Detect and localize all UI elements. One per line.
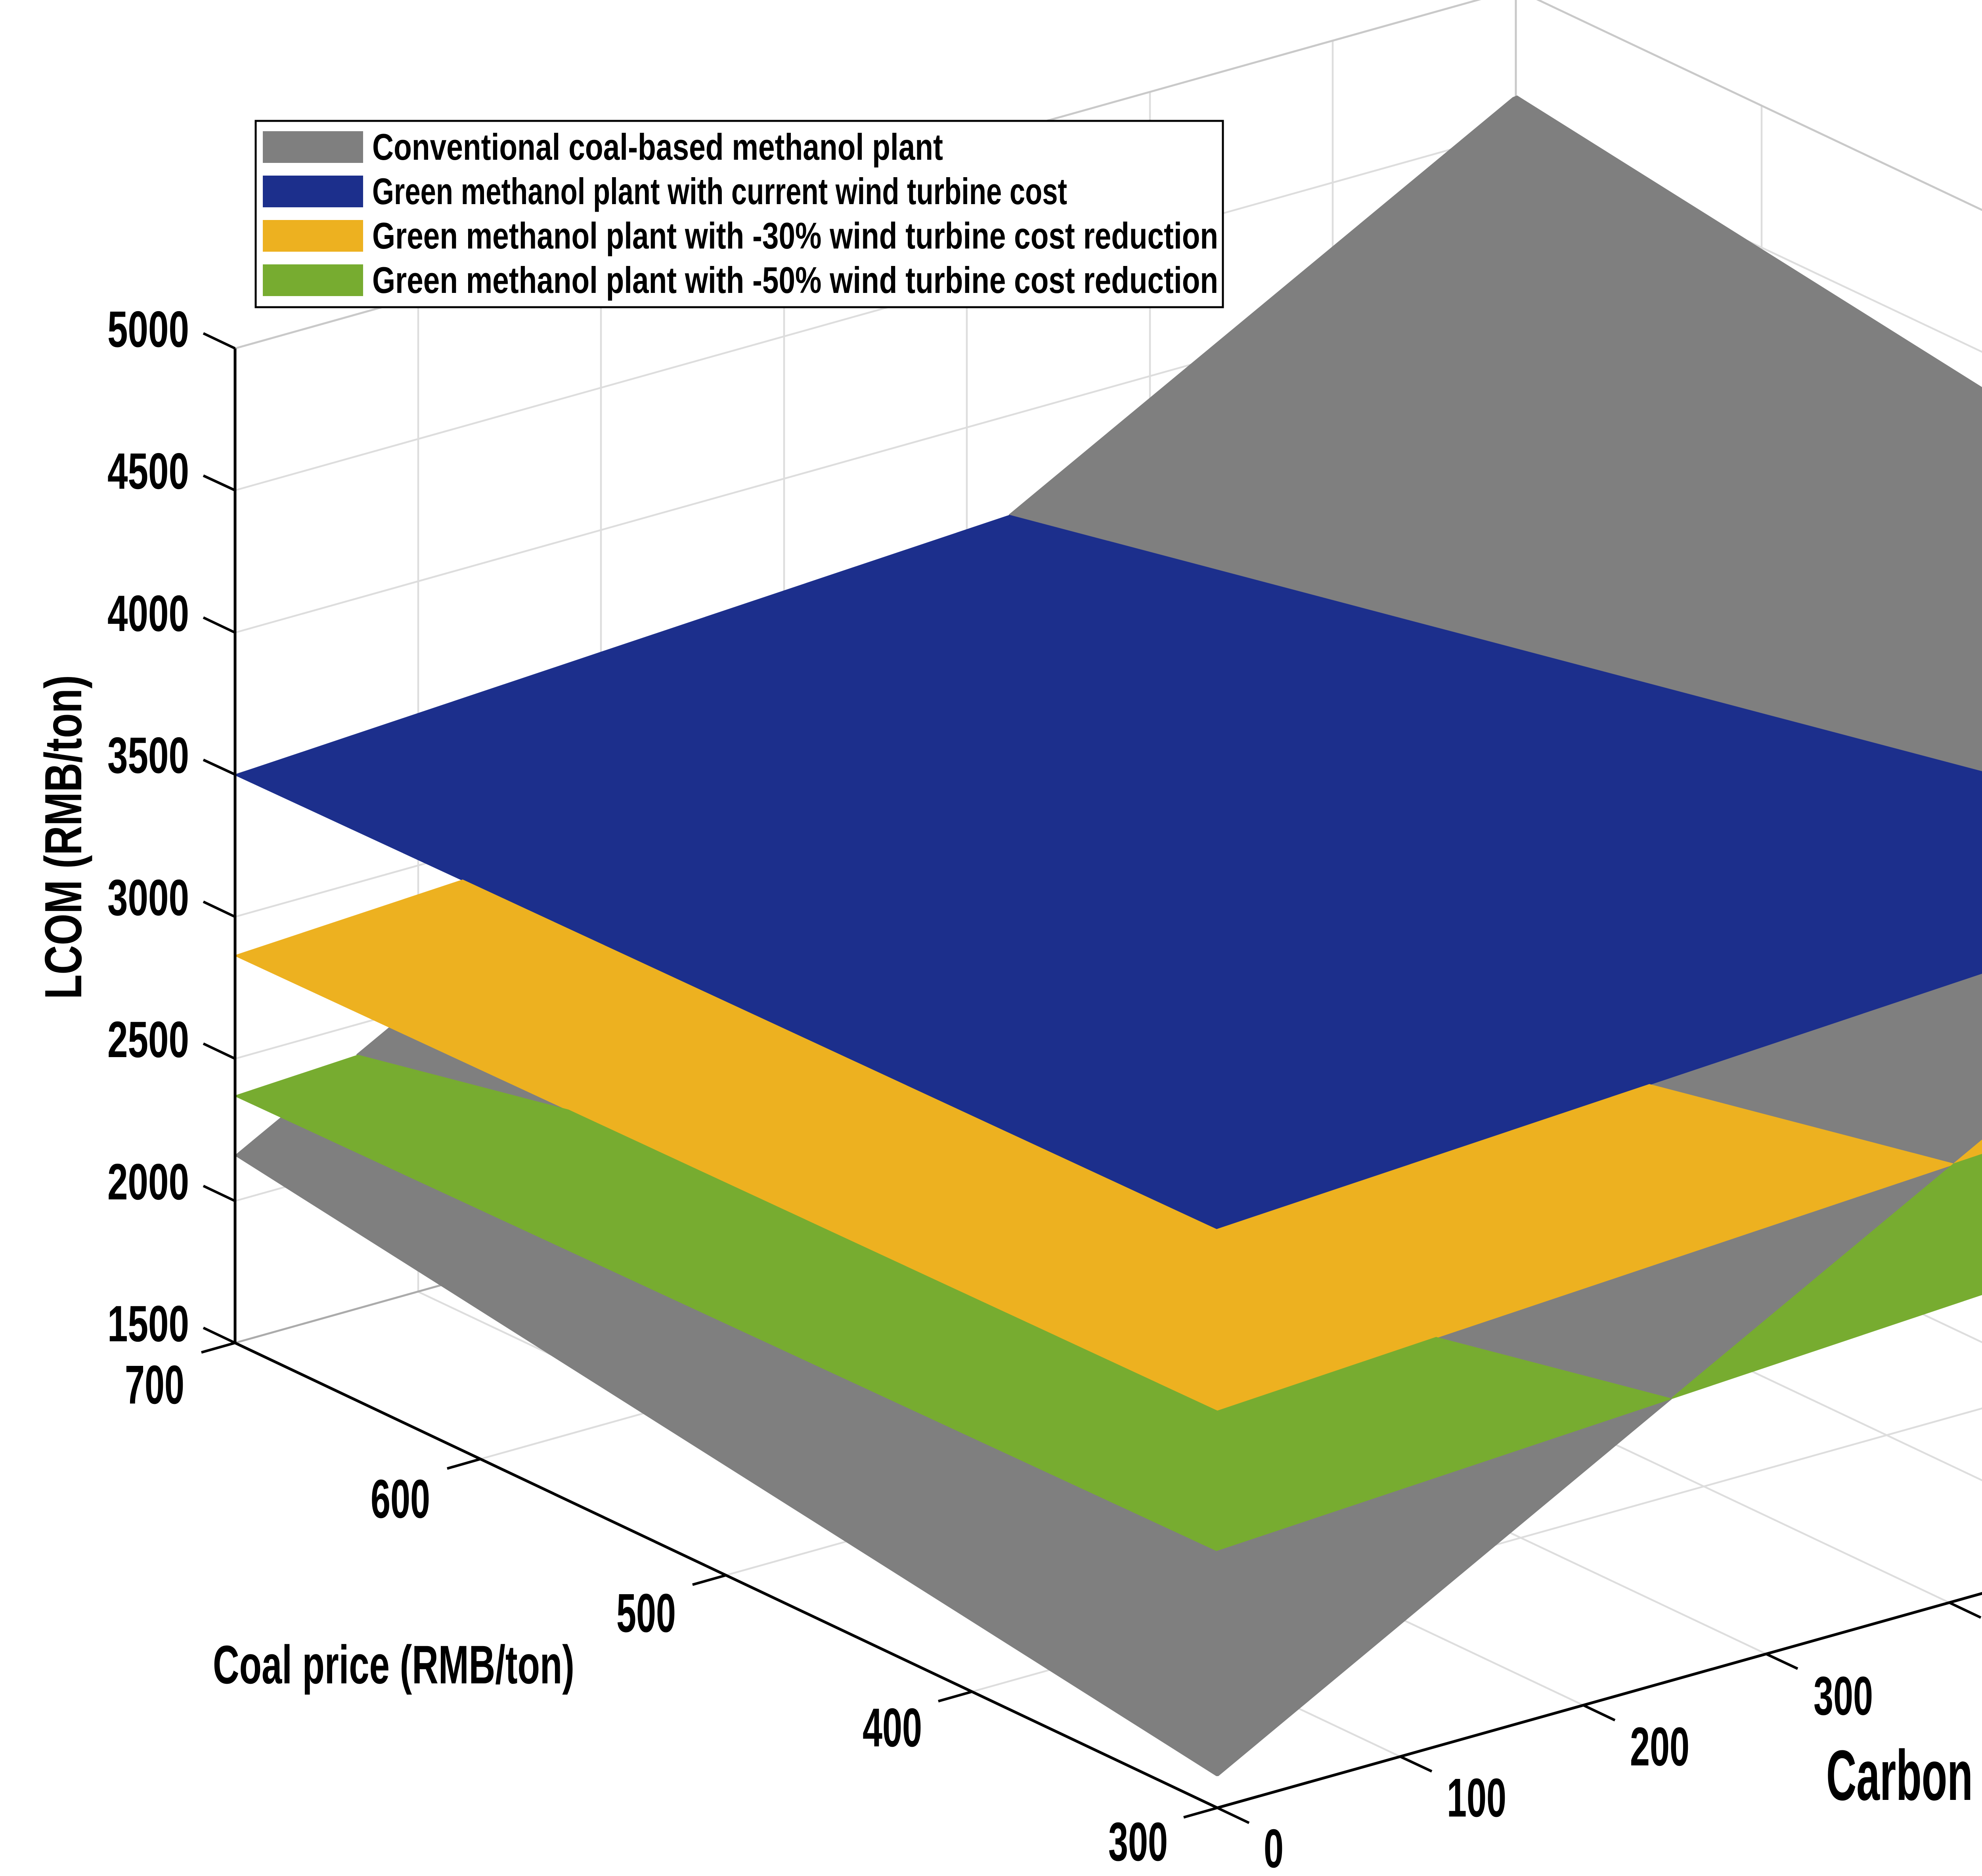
svg-text:Carbon tax (RMB/tonCO2): Carbon tax (RMB/tonCO2) — [1826, 1736, 1982, 1815]
svg-text:2000: 2000 — [107, 1153, 189, 1211]
svg-text:300: 300 — [1814, 1666, 1873, 1727]
svg-text:1500: 1500 — [107, 1295, 189, 1352]
svg-text:Coal price (RMB/ton): Coal price (RMB/ton) — [213, 1635, 574, 1695]
svg-text:500: 500 — [616, 1583, 676, 1644]
svg-text:Conventional coal-based methan: Conventional coal-based methanol plant — [372, 126, 943, 168]
svg-text:400: 400 — [863, 1697, 922, 1758]
svg-text:2500: 2500 — [107, 1011, 189, 1068]
svg-text:4500: 4500 — [107, 443, 189, 500]
svg-text:Green methanol plant with curr: Green methanol plant with current wind t… — [372, 170, 1067, 212]
svg-text:100: 100 — [1447, 1767, 1506, 1828]
svg-text:300: 300 — [1108, 1811, 1168, 1872]
svg-text:3000: 3000 — [107, 869, 189, 926]
svg-text:4000: 4000 — [107, 585, 189, 642]
svg-text:LCOM (RMB/ton): LCOM (RMB/ton) — [34, 675, 92, 999]
svg-text:0: 0 — [1264, 1818, 1284, 1876]
svg-text:600: 600 — [371, 1469, 430, 1530]
svg-text:Green methanol plant with -30%: Green methanol plant with -30% wind turb… — [372, 215, 1218, 256]
svg-text:700: 700 — [125, 1354, 184, 1415]
svg-text:3500: 3500 — [107, 727, 189, 784]
svg-text:200: 200 — [1630, 1716, 1689, 1777]
svg-text:Green methanol plant with -50%: Green methanol plant with -50% wind turb… — [372, 259, 1218, 301]
svg-text:5000: 5000 — [107, 301, 189, 358]
